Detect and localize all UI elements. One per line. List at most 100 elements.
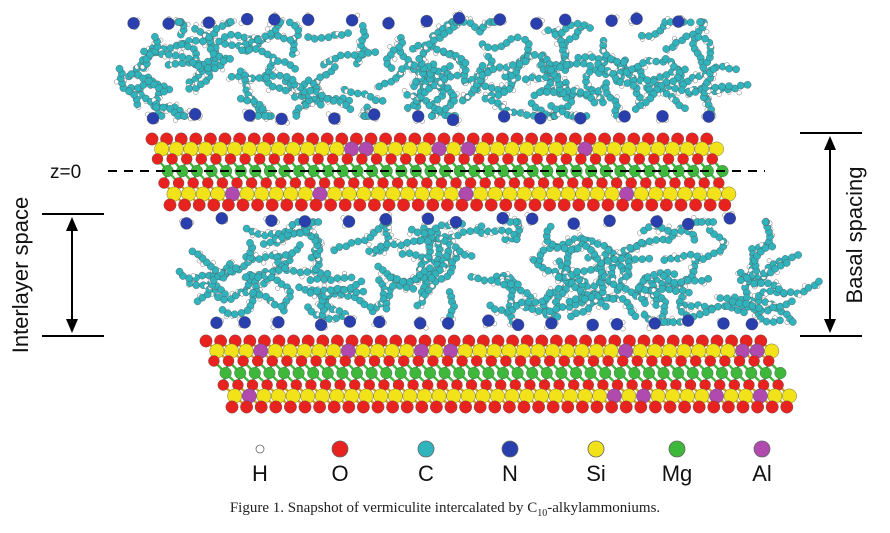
c-atom <box>353 89 362 98</box>
c-atom <box>175 267 184 276</box>
o-atom <box>662 153 675 165</box>
c-atom <box>517 298 526 307</box>
c-atom <box>794 251 803 259</box>
c-atom <box>296 241 304 249</box>
c-atom <box>508 61 517 69</box>
c-atom <box>347 239 356 247</box>
c-atom <box>652 236 661 244</box>
c-atom <box>495 63 504 71</box>
c-atom <box>277 302 285 311</box>
c-atom <box>304 33 312 41</box>
c-atom <box>680 252 688 260</box>
n-atom <box>534 112 547 125</box>
c-atom <box>658 285 667 293</box>
n-atom <box>162 17 175 30</box>
c-atom <box>609 295 617 303</box>
c-atom <box>466 227 475 235</box>
c-atom <box>687 302 696 310</box>
c-atom <box>660 256 669 264</box>
c-atom <box>645 254 654 263</box>
c-atom <box>815 277 823 286</box>
o-atom <box>353 198 367 212</box>
c-atom <box>494 91 503 99</box>
c-atom <box>262 74 271 82</box>
c-atom <box>571 295 580 303</box>
c-atom <box>489 65 498 73</box>
c-atom <box>694 33 703 41</box>
h-atom <box>465 94 471 100</box>
c-atom <box>477 222 486 231</box>
o-atom <box>283 153 295 165</box>
c-atom <box>580 267 588 275</box>
c-atom <box>306 86 315 95</box>
o-atom <box>587 198 600 212</box>
n-atom <box>497 110 511 123</box>
c-atom <box>572 59 581 68</box>
n-atom <box>127 17 140 30</box>
c-atom <box>323 95 332 103</box>
c-atom <box>310 35 319 43</box>
c-atom <box>590 98 599 107</box>
c-atom <box>399 277 407 286</box>
c-atom <box>268 82 277 91</box>
c-atom <box>461 59 470 67</box>
o-atom <box>178 198 192 212</box>
c-atom <box>593 240 602 248</box>
c-atom <box>699 255 707 263</box>
c-atom <box>420 229 429 238</box>
o-atom <box>280 198 294 212</box>
o-atom <box>718 198 732 212</box>
c-atom <box>151 33 159 41</box>
c-atom <box>314 218 323 226</box>
o-atom <box>633 153 645 165</box>
c-atom <box>643 76 652 84</box>
c-atom <box>467 252 476 260</box>
c-atom <box>306 276 315 285</box>
c-atom <box>386 273 395 282</box>
n-atom <box>302 13 315 26</box>
o-atom <box>514 198 527 212</box>
c-atom <box>289 267 298 275</box>
h-atom <box>704 29 710 35</box>
c-atom <box>709 65 718 73</box>
c-atom <box>261 112 269 120</box>
o-atom <box>648 153 660 165</box>
c-atom <box>562 61 571 69</box>
c-atom <box>446 72 455 81</box>
c-atom <box>480 276 489 285</box>
c-atom <box>327 276 335 284</box>
o-atom <box>145 132 159 146</box>
c-atom <box>586 24 594 32</box>
c-atom <box>776 316 784 325</box>
c-atom <box>304 76 313 85</box>
o-atom <box>163 198 177 212</box>
c-atom <box>280 34 288 43</box>
organic-layer-top <box>113 10 752 127</box>
n-atom <box>574 112 587 125</box>
o-atom <box>158 177 170 189</box>
c-atom <box>567 246 575 254</box>
c-atom <box>249 288 257 297</box>
c-atom <box>194 62 203 70</box>
c-atom <box>610 255 619 264</box>
c-atom <box>546 307 554 316</box>
c-atom <box>414 41 423 50</box>
c-atom <box>291 65 299 73</box>
c-atom <box>415 55 424 63</box>
c-atom <box>637 238 646 247</box>
o-atom <box>484 198 498 212</box>
o-atom <box>414 153 426 165</box>
n-atom <box>672 15 685 28</box>
c-atom <box>543 88 551 96</box>
c-atom <box>323 269 332 278</box>
c-atom <box>346 105 355 113</box>
c-atom <box>757 279 765 288</box>
o-atom <box>312 153 324 165</box>
c-atom <box>755 304 763 312</box>
o-atom <box>239 153 251 165</box>
c-atom <box>662 45 671 53</box>
c-atom <box>507 280 515 289</box>
o-atom <box>531 153 543 165</box>
c-atom <box>686 250 695 259</box>
